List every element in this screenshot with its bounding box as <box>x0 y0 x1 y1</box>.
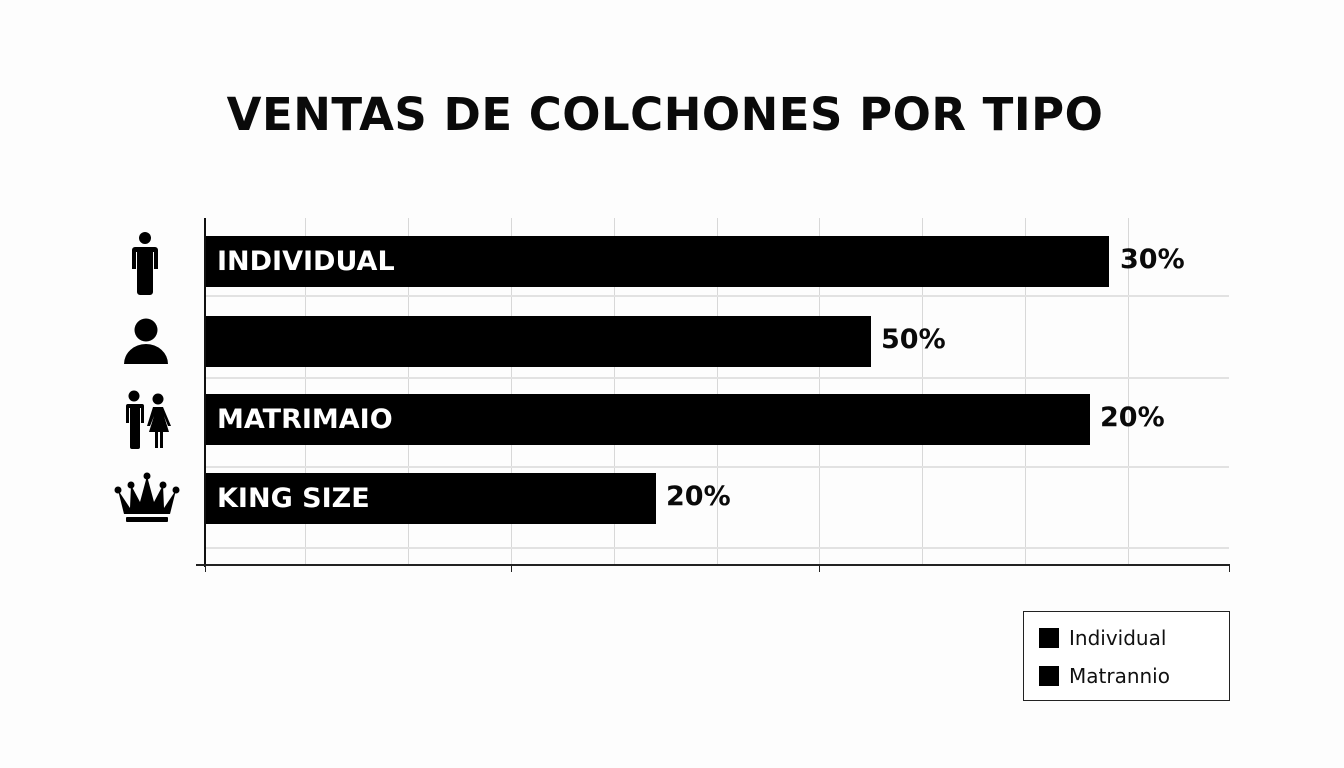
value-label: 50% <box>881 324 946 355</box>
gridline <box>614 218 615 565</box>
legend: Individual Matrannio <box>1023 611 1230 701</box>
gridline <box>511 218 512 565</box>
value-label: 30% <box>1120 244 1185 275</box>
gridline <box>206 295 1229 297</box>
gridline <box>819 218 820 565</box>
bar-unlabeled[interactable] <box>206 316 871 367</box>
gridline <box>206 377 1229 379</box>
gridline <box>717 218 718 565</box>
legend-swatch <box>1039 628 1059 648</box>
legend-item-individual[interactable]: Individual <box>1039 626 1166 650</box>
bar-label: KING SIZE <box>217 483 370 514</box>
value-label: 20% <box>1100 402 1165 433</box>
gridline <box>408 218 409 565</box>
gridline <box>1128 218 1129 565</box>
x-tick <box>511 564 512 572</box>
couple-icon <box>126 390 171 449</box>
gridline <box>206 466 1229 468</box>
gridline <box>922 218 923 565</box>
gridline <box>1025 218 1026 565</box>
bar-matrimaio[interactable]: MATRIMAIO <box>206 394 1090 445</box>
person-bust-icon <box>124 318 168 364</box>
legend-item-matrannio[interactable]: Matrannio <box>1039 664 1170 688</box>
value-label: 20% <box>666 481 731 512</box>
y-axis <box>204 218 206 567</box>
legend-label: Matrannio <box>1069 664 1170 688</box>
x-tick <box>1229 564 1230 572</box>
bar-label: MATRIMAIO <box>217 404 393 435</box>
gridline <box>305 218 306 565</box>
chart-title: VENTAS DE COLCHONES POR TIPO <box>226 88 1104 141</box>
legend-label: Individual <box>1069 626 1167 650</box>
crown-icon <box>114 472 180 522</box>
bar-label: INDIVIDUAL <box>217 246 395 277</box>
gridline <box>206 547 1229 549</box>
standing-person-icon <box>132 232 158 295</box>
bar-king-size[interactable]: KING SIZE <box>206 473 656 524</box>
x-tick <box>819 564 820 572</box>
x-axis <box>196 564 1230 566</box>
x-tick <box>205 564 206 572</box>
legend-swatch <box>1039 666 1059 686</box>
bar-individual[interactable]: INDIVIDUAL <box>206 236 1109 287</box>
